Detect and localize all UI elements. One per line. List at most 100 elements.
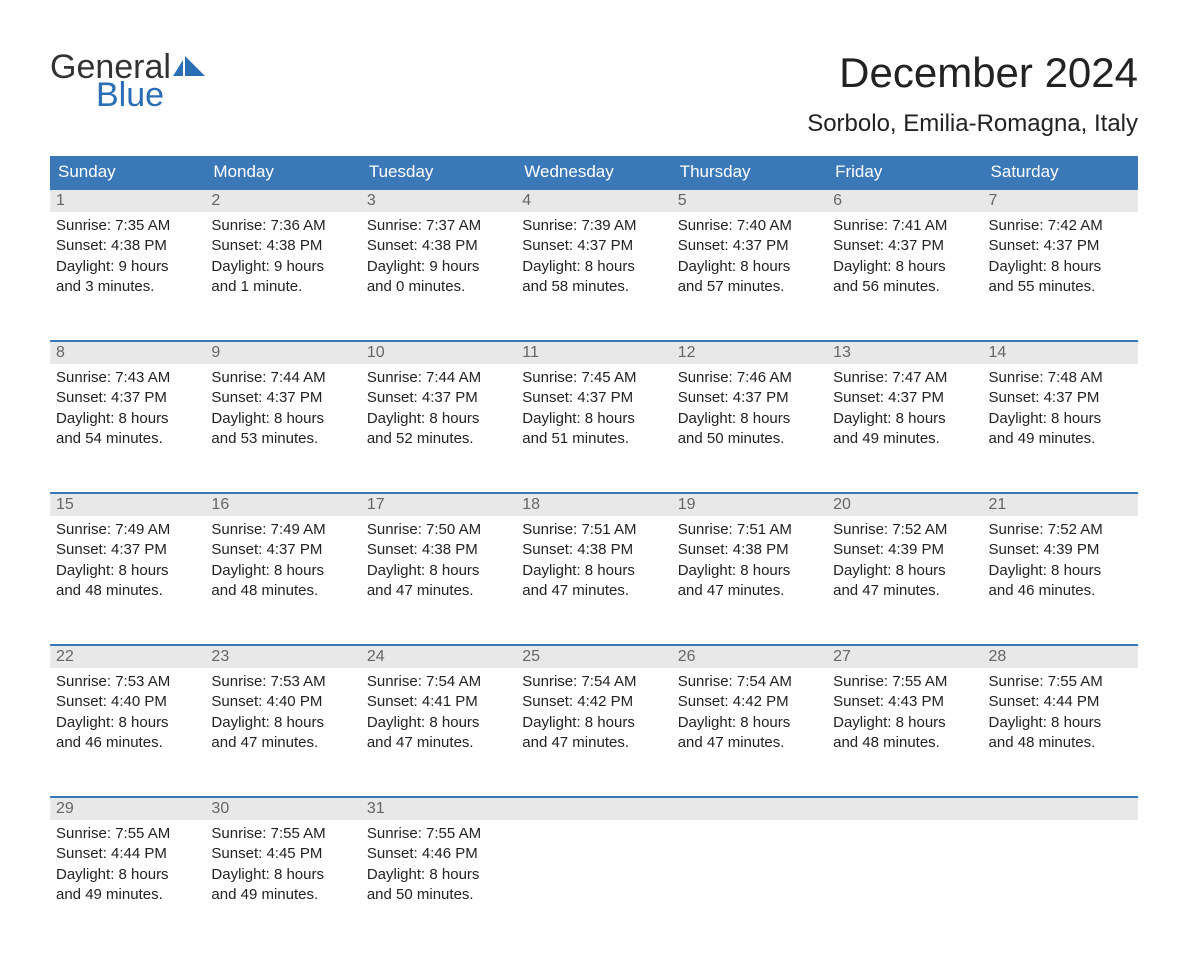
calendar-day: Sunrise: 7:44 AMSunset: 4:37 PMDaylight:… — [361, 364, 516, 464]
sunrise-text: Sunrise: 7:41 AM — [833, 216, 976, 236]
day-number-row: 15161718192021 — [50, 494, 1138, 516]
daylight-line1: Daylight: 8 hours — [211, 561, 354, 581]
sunrise-text: Sunrise: 7:55 AM — [367, 824, 510, 844]
calendar-day: Sunrise: 7:37 AMSunset: 4:38 PMDaylight:… — [361, 212, 516, 312]
dow-thu: Thursday — [672, 156, 827, 188]
brand-flag-icon — [173, 54, 207, 82]
sunset-text: Sunset: 4:37 PM — [56, 540, 199, 560]
sunset-text: Sunset: 4:41 PM — [367, 692, 510, 712]
calendar-day: Sunrise: 7:42 AMSunset: 4:37 PMDaylight:… — [983, 212, 1138, 312]
day-number: 31 — [361, 798, 516, 820]
sunrise-text: Sunrise: 7:47 AM — [833, 368, 976, 388]
daylight-line2: and 48 minutes. — [989, 733, 1132, 753]
calendar-day: Sunrise: 7:50 AMSunset: 4:38 PMDaylight:… — [361, 516, 516, 616]
daylight-line1: Daylight: 8 hours — [367, 865, 510, 885]
daylight-line1: Daylight: 8 hours — [367, 713, 510, 733]
sunset-text: Sunset: 4:37 PM — [678, 388, 821, 408]
sunset-text: Sunset: 4:37 PM — [678, 236, 821, 256]
calendar-day — [827, 820, 982, 920]
daylight-line1: Daylight: 8 hours — [56, 713, 199, 733]
sunrise-text: Sunrise: 7:55 AM — [833, 672, 976, 692]
day-number: 1 — [50, 190, 205, 212]
sunset-text: Sunset: 4:38 PM — [367, 540, 510, 560]
calendar-week: 891011121314Sunrise: 7:43 AMSunset: 4:37… — [50, 340, 1138, 464]
daylight-line2: and 47 minutes. — [211, 733, 354, 753]
sunset-text: Sunset: 4:38 PM — [211, 236, 354, 256]
day-number: 14 — [983, 342, 1138, 364]
day-data-row: Sunrise: 7:55 AMSunset: 4:44 PMDaylight:… — [50, 820, 1138, 920]
day-data-row: Sunrise: 7:43 AMSunset: 4:37 PMDaylight:… — [50, 364, 1138, 464]
day-data-row: Sunrise: 7:35 AMSunset: 4:38 PMDaylight:… — [50, 212, 1138, 312]
daylight-line1: Daylight: 8 hours — [833, 713, 976, 733]
daylight-line2: and 48 minutes. — [211, 581, 354, 601]
sunrise-text: Sunrise: 7:49 AM — [56, 520, 199, 540]
sunrise-text: Sunrise: 7:52 AM — [989, 520, 1132, 540]
daylight-line2: and 55 minutes. — [989, 277, 1132, 297]
day-number: 9 — [205, 342, 360, 364]
day-number: 17 — [361, 494, 516, 516]
sunset-text: Sunset: 4:46 PM — [367, 844, 510, 864]
day-number: 13 — [827, 342, 982, 364]
day-number: 24 — [361, 646, 516, 668]
daylight-line1: Daylight: 8 hours — [56, 865, 199, 885]
sunset-text: Sunset: 4:44 PM — [56, 844, 199, 864]
daylight-line2: and 47 minutes. — [522, 581, 665, 601]
daylight-line1: Daylight: 9 hours — [211, 257, 354, 277]
daylight-line1: Daylight: 8 hours — [367, 561, 510, 581]
calendar-day: Sunrise: 7:35 AMSunset: 4:38 PMDaylight:… — [50, 212, 205, 312]
calendar-day — [672, 820, 827, 920]
sunset-text: Sunset: 4:37 PM — [211, 388, 354, 408]
day-number: 7 — [983, 190, 1138, 212]
daylight-line2: and 57 minutes. — [678, 277, 821, 297]
calendar-day: Sunrise: 7:48 AMSunset: 4:37 PMDaylight:… — [983, 364, 1138, 464]
page: General Blue December 2024 Sorbolo, Emil… — [0, 0, 1188, 960]
daylight-line2: and 47 minutes. — [522, 733, 665, 753]
daylight-line1: Daylight: 8 hours — [211, 713, 354, 733]
calendar: Sunday Monday Tuesday Wednesday Thursday… — [50, 156, 1138, 920]
calendar-day: Sunrise: 7:40 AMSunset: 4:37 PMDaylight:… — [672, 212, 827, 312]
sunrise-text: Sunrise: 7:54 AM — [678, 672, 821, 692]
sunrise-text: Sunrise: 7:51 AM — [522, 520, 665, 540]
month-title: December 2024 — [807, 50, 1138, 96]
daylight-line2: and 47 minutes. — [367, 733, 510, 753]
daylight-line1: Daylight: 8 hours — [522, 561, 665, 581]
daylight-line1: Daylight: 8 hours — [989, 409, 1132, 429]
sunrise-text: Sunrise: 7:49 AM — [211, 520, 354, 540]
calendar-day: Sunrise: 7:54 AMSunset: 4:42 PMDaylight:… — [672, 668, 827, 768]
day-number: 16 — [205, 494, 360, 516]
calendar-week: 22232425262728Sunrise: 7:53 AMSunset: 4:… — [50, 644, 1138, 768]
daylight-line2: and 53 minutes. — [211, 429, 354, 449]
dow-sun: Sunday — [50, 156, 205, 188]
daylight-line1: Daylight: 8 hours — [56, 561, 199, 581]
daylight-line2: and 46 minutes. — [989, 581, 1132, 601]
day-number: 27 — [827, 646, 982, 668]
daylight-line2: and 54 minutes. — [56, 429, 199, 449]
daylight-line1: Daylight: 8 hours — [211, 865, 354, 885]
daylight-line2: and 47 minutes. — [678, 733, 821, 753]
sunset-text: Sunset: 4:37 PM — [56, 388, 199, 408]
daylight-line1: Daylight: 8 hours — [678, 713, 821, 733]
sunset-text: Sunset: 4:40 PM — [211, 692, 354, 712]
calendar-day: Sunrise: 7:44 AMSunset: 4:37 PMDaylight:… — [205, 364, 360, 464]
sunrise-text: Sunrise: 7:55 AM — [211, 824, 354, 844]
calendar-day: Sunrise: 7:55 AMSunset: 4:45 PMDaylight:… — [205, 820, 360, 920]
day-data-row: Sunrise: 7:49 AMSunset: 4:37 PMDaylight:… — [50, 516, 1138, 616]
sunrise-text: Sunrise: 7:52 AM — [833, 520, 976, 540]
sunrise-text: Sunrise: 7:48 AM — [989, 368, 1132, 388]
calendar-day: Sunrise: 7:54 AMSunset: 4:42 PMDaylight:… — [516, 668, 671, 768]
daylight-line1: Daylight: 8 hours — [522, 409, 665, 429]
day-number: 20 — [827, 494, 982, 516]
sunset-text: Sunset: 4:37 PM — [522, 236, 665, 256]
daylight-line2: and 0 minutes. — [367, 277, 510, 297]
calendar-day: Sunrise: 7:52 AMSunset: 4:39 PMDaylight:… — [983, 516, 1138, 616]
day-number: 18 — [516, 494, 671, 516]
dow-wed: Wednesday — [516, 156, 671, 188]
daylight-line2: and 48 minutes. — [56, 581, 199, 601]
calendar-week: 293031 Sunrise: 7:55 AMSunset: 4:44 PMDa… — [50, 796, 1138, 920]
daylight-line2: and 49 minutes. — [211, 885, 354, 905]
sunset-text: Sunset: 4:40 PM — [56, 692, 199, 712]
sunrise-text: Sunrise: 7:37 AM — [367, 216, 510, 236]
sunset-text: Sunset: 4:37 PM — [522, 388, 665, 408]
daylight-line2: and 49 minutes. — [833, 429, 976, 449]
calendar-day: Sunrise: 7:51 AMSunset: 4:38 PMDaylight:… — [516, 516, 671, 616]
